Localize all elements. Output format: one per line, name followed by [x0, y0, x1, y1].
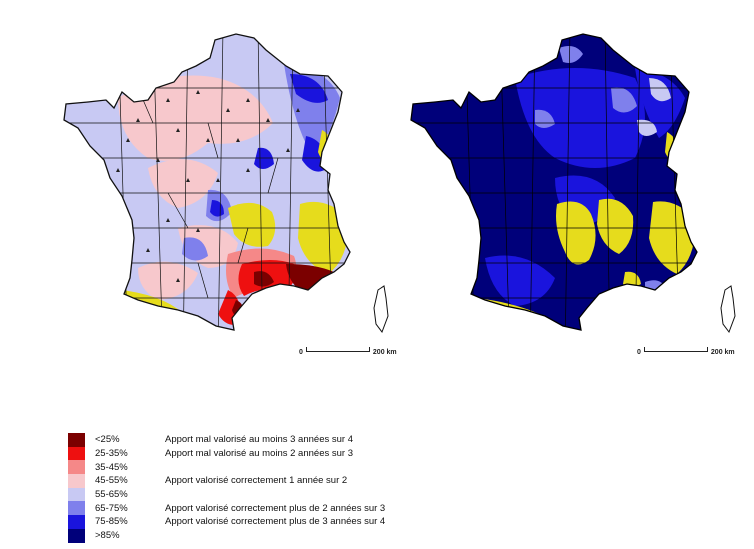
region-55-65: [637, 119, 657, 136]
legend-range: 35-45%: [95, 461, 128, 473]
legend: <25% Apport mal valorisé au moins 3 anné…: [68, 433, 385, 543]
region-65-75: [182, 237, 208, 261]
department-borders: [64, 34, 350, 330]
scale-bar-line: [643, 347, 708, 352]
legend-description: Apport valorisé correctement plus de 3 a…: [165, 516, 386, 528]
scale-distance-label: 200 km: [710, 349, 735, 356]
legend-swatch: [68, 528, 85, 543]
legend-description: Apport mal valorisé au moins 3 années su…: [165, 434, 353, 446]
legend-range: 25-35%: [95, 448, 128, 460]
legend-item: 65-75% Apport valorisé correctement plus…: [68, 501, 386, 516]
region-nodata: [556, 201, 596, 265]
region-75-85: [290, 74, 328, 103]
legend-description: Apport valorisé correctement plus de 2 a…: [165, 502, 386, 514]
scale-zero-label: 0: [299, 349, 303, 356]
legend-swatch: [68, 446, 85, 461]
region-45-55: [148, 159, 218, 208]
corsica: [373, 285, 389, 334]
region-nodata: [228, 202, 276, 247]
region-65-75: [559, 46, 583, 63]
region-nodata: [597, 198, 634, 254]
region-45-55: [118, 75, 273, 161]
map-left: [58, 28, 398, 358]
legend-description: Apport mal valorisé au moins 2 années su…: [165, 448, 353, 460]
region-75-85: [485, 255, 555, 306]
legend-item: >85%: [68, 528, 385, 543]
legend-item: 55-65%: [68, 487, 385, 502]
france-map-right: [410, 33, 736, 334]
corsica: [720, 285, 736, 334]
france-map-left: [63, 33, 389, 334]
legend-range: <25%: [95, 434, 120, 446]
scale-distance-label: 200 km: [372, 349, 397, 356]
region-75-85: [254, 147, 274, 169]
legend-item: <25% Apport mal valorisé au moins 3 anné…: [68, 433, 385, 447]
region-65-75: [593, 303, 611, 319]
legend-swatch: [68, 433, 85, 447]
region-nodata: [298, 201, 349, 274]
legend-swatch: [68, 487, 85, 502]
legend-item: 75-85% Apport valorisé correctement plus…: [68, 515, 385, 529]
region-45-55: [138, 261, 198, 300]
legend-item: 25-35% Apport mal valorisé au moins 2 an…: [68, 446, 385, 461]
region-65-75: [611, 87, 637, 113]
legend-range: >85%: [95, 530, 120, 542]
legend-swatch: [68, 460, 85, 475]
legend-range: 45-55%: [95, 475, 128, 487]
legend-swatch: [68, 515, 85, 529]
legend-description: Apport valorisé correctement 1 année sur…: [165, 475, 348, 487]
scale-zero-label: 0: [637, 349, 641, 356]
scale-bar-right: 0 200 km: [637, 347, 735, 356]
region-65-75: [535, 109, 555, 128]
legend-item: 45-55% Apport valorisé correctement 1 an…: [68, 474, 385, 488]
region-55-65: [649, 78, 671, 102]
scale-bar-line: [305, 347, 370, 352]
map-right: [405, 28, 745, 358]
legend-range: 55-65%: [95, 489, 128, 501]
department-borders: [411, 34, 697, 330]
legend-range: 65-75%: [95, 502, 128, 514]
legend-range: 75-85%: [95, 516, 128, 528]
legend-item: 35-45%: [68, 460, 385, 475]
legend-swatch: [68, 474, 85, 488]
legend-swatch: [68, 501, 85, 516]
scale-bar-left: 0 200 km: [299, 347, 397, 356]
region-lt25: [254, 271, 274, 287]
